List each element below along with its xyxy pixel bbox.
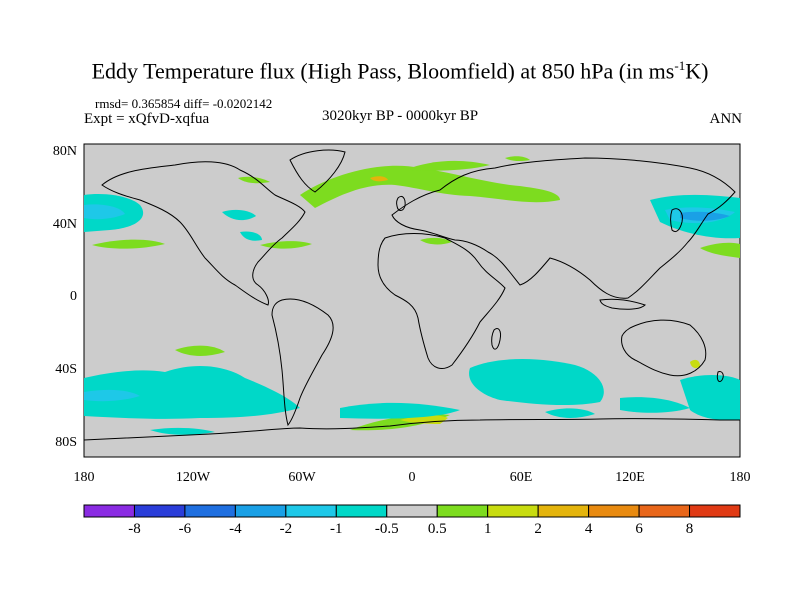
experiment-label: Expt = xQfvD-xqfua (84, 111, 210, 127)
colorbar-cell (133, 504, 186, 518)
uk-coast (396, 195, 406, 211)
japan-coast (670, 208, 683, 233)
africa-coast (377, 233, 506, 369)
lon-label-0: 0 (408, 470, 416, 485)
coastlines (83, 149, 740, 441)
lat-label-80s: 80S (55, 435, 77, 450)
lon-label-120w: 120W (175, 470, 211, 485)
greenland-coast (289, 149, 346, 193)
colorbar-label: 4 (584, 521, 593, 537)
colorbar-cell (335, 504, 388, 518)
south-america-coast (271, 298, 334, 427)
north-america-coast (101, 161, 306, 306)
lon-label-60w: 60W (288, 470, 316, 485)
madagascar-coast (491, 327, 501, 350)
colorbar-cell (436, 504, 489, 518)
australia-coast (621, 319, 707, 377)
colorbar-label: 0.5 (427, 521, 447, 537)
colorbar-cell (386, 504, 438, 518)
colorbar-cell (234, 504, 287, 518)
lon-label-180-west: 180 (73, 470, 95, 485)
colorbar-label: 1 (483, 521, 492, 537)
lon-label-120e: 120E (615, 470, 645, 485)
colorbar-cell (487, 504, 539, 518)
lon-label-60e: 60E (509, 470, 533, 485)
antarctica-coast (83, 418, 740, 441)
plot-title: Eddy Temperature flux (High Pass, Bloomf… (91, 58, 709, 84)
colorbar-label: -8 (128, 521, 141, 537)
colorbar-label: 6 (635, 521, 643, 537)
colorbar-cell (184, 504, 236, 518)
colorbar-label: -6 (178, 521, 192, 537)
lat-label-0: 0 (70, 289, 77, 304)
colorbar-cell (689, 504, 741, 518)
colorbar-label: -4 (229, 521, 242, 537)
colorbar-label: -0.5 (374, 521, 399, 537)
colorbar (83, 504, 741, 518)
europe-asia-coast (391, 157, 736, 299)
lon-label-180-east: 180 (729, 470, 751, 485)
colorbar-label: -1 (330, 521, 343, 537)
lat-label-40n: 40N (52, 217, 77, 232)
colorbar-label: 8 (685, 521, 694, 537)
colorbar-cell (638, 504, 691, 518)
colorbar-cell (537, 504, 590, 518)
colorbar-cell (83, 504, 135, 518)
negative-anomaly-patches (84, 194, 740, 435)
colorbar-cell (588, 504, 640, 518)
positive-anomaly-patches (92, 156, 740, 431)
season-label: ANN (709, 111, 743, 127)
indonesia-coast (599, 298, 646, 310)
stats-label: rmsd= 0.365854 diff= -0.0202142 (95, 96, 273, 111)
period-label: 3020kyr BP - 0000kyr BP (322, 108, 479, 124)
new-zealand-coast (716, 371, 724, 383)
colorbar-label: 2 (534, 521, 542, 537)
colorbar-cell (285, 504, 337, 518)
lat-label-80n: 80N (52, 144, 77, 159)
colorbar-label: -2 (279, 521, 293, 537)
lat-label-40s: 40S (55, 362, 77, 377)
